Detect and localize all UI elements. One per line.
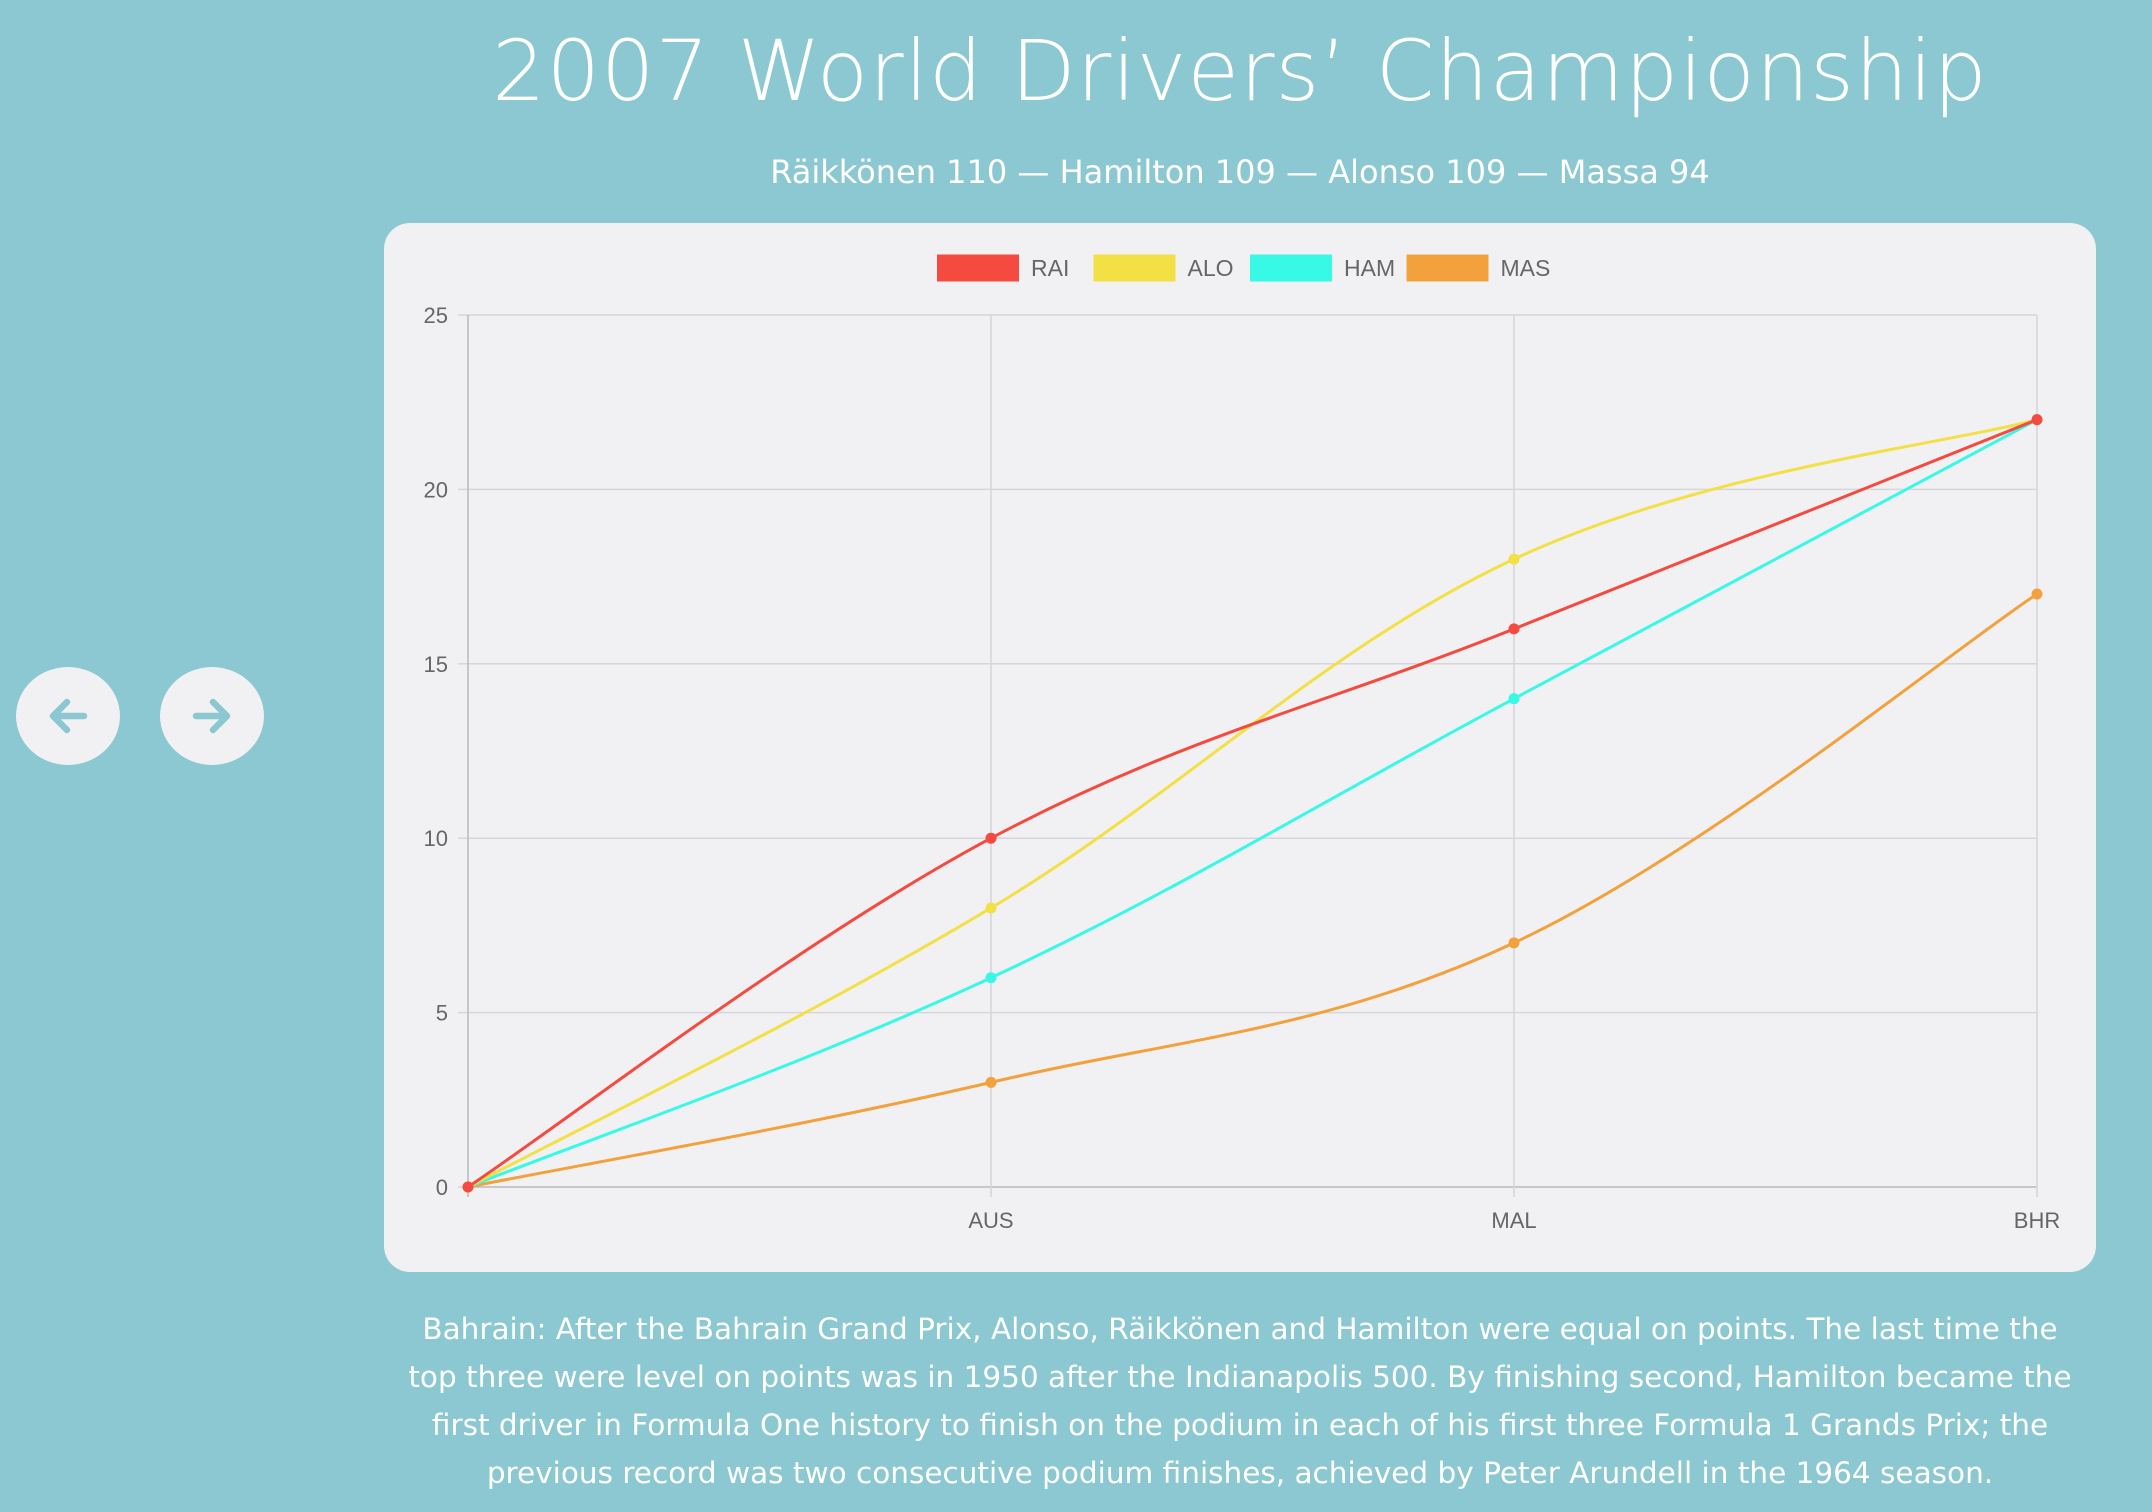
arrow-left-icon bbox=[49, 698, 88, 734]
data-point-rai bbox=[2031, 414, 2043, 426]
y-tick-label: 0 bbox=[436, 1175, 448, 1200]
x-tick-label: BHR bbox=[2014, 1208, 2060, 1233]
y-tick-label: 20 bbox=[424, 477, 448, 502]
data-point-rai bbox=[462, 1181, 474, 1193]
data-point-mas bbox=[1508, 937, 1520, 949]
standings-subtitle: Räikkönen 110 — Hamilton 109 — Alonso 10… bbox=[770, 153, 1710, 191]
legend-label-rai: RAI bbox=[1031, 255, 1069, 281]
y-tick-label: 5 bbox=[436, 1001, 448, 1026]
legend-swatch-mas bbox=[1406, 254, 1489, 282]
data-point-ham bbox=[985, 972, 997, 984]
legend-label-alo: ALO bbox=[1188, 255, 1234, 281]
series-line-alo bbox=[467, 418, 2038, 1189]
chart-card: 0 5 10 15 20 25 AUS MAL BHR RAI ALO HAM MAS bbox=[384, 223, 2096, 1272]
legend-label-ham: HAM bbox=[1344, 255, 1395, 281]
data-point-alo bbox=[985, 902, 997, 914]
data-point-mas bbox=[985, 1076, 997, 1088]
x-tick-label: AUS bbox=[968, 1208, 1013, 1233]
legend-swatch-rai bbox=[937, 254, 1019, 282]
legend-swatch-alo bbox=[1093, 254, 1176, 282]
next-button[interactable] bbox=[160, 667, 264, 765]
y-tick-label: 25 bbox=[424, 303, 448, 328]
data-point-ham bbox=[1508, 693, 1520, 705]
legend-label-mas: MAS bbox=[1501, 255, 1551, 281]
legend-swatch-ham bbox=[1250, 254, 1332, 282]
y-tick-label: 10 bbox=[424, 826, 448, 851]
line-chart: 0 5 10 15 20 25 AUS MAL BHR RAI ALO HAM MAS bbox=[424, 254, 2060, 1233]
y-tick-label: 15 bbox=[424, 652, 448, 677]
series-line-mas bbox=[467, 592, 2038, 1189]
arrow-right-icon bbox=[192, 698, 231, 734]
page-title: 2007 World Drivers’ Championship bbox=[492, 22, 1988, 120]
data-point-mas bbox=[2031, 588, 2043, 600]
series-line-ham bbox=[467, 418, 2038, 1189]
previous-button[interactable] bbox=[16, 667, 120, 765]
data-point-rai bbox=[1508, 623, 1520, 635]
x-tick-label: MAL bbox=[1491, 1208, 1536, 1233]
race-caption: Bahrain: After the Bahrain Grand Prix, A… bbox=[408, 1312, 2072, 1490]
data-point-alo bbox=[1508, 553, 1520, 565]
data-point-rai bbox=[985, 832, 997, 844]
series-line-rai bbox=[467, 418, 2038, 1189]
